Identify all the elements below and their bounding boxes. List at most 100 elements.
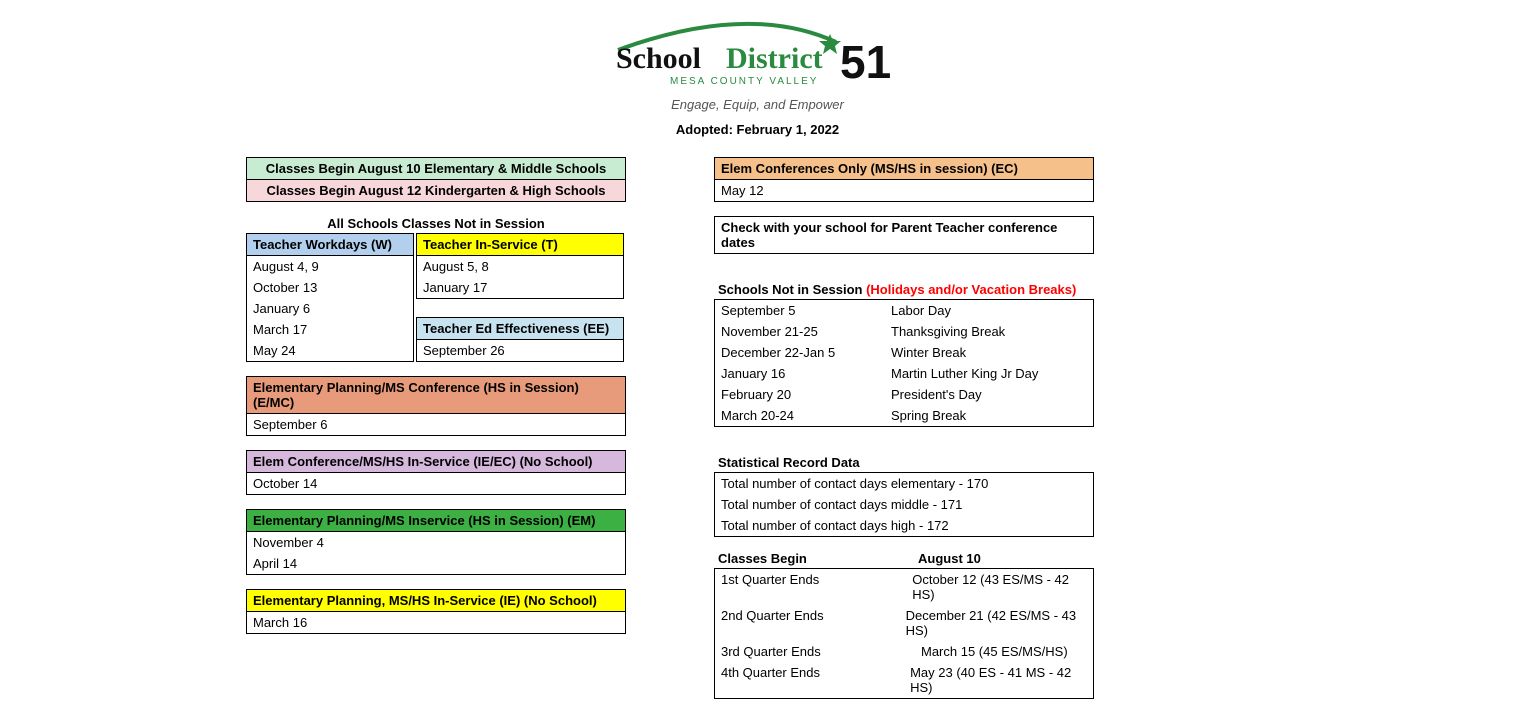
list-item: March 16 xyxy=(247,612,625,633)
ec-box: Elem Conferences Only (MS/HS in session)… xyxy=(714,157,1094,202)
svg-text:School: School xyxy=(616,42,701,75)
list-item: April 14 xyxy=(247,553,625,574)
classes-begin-1: Classes Begin August 10 Elementary & Mid… xyxy=(247,158,625,180)
ec-header: Elem Conferences Only (MS/HS in session)… xyxy=(715,158,1093,180)
holiday-name: Martin Luther King Jr Day xyxy=(891,366,1087,381)
emc-dates: September 6 xyxy=(247,414,625,435)
quarters-list: 1st Quarter EndsOctober 12 (43 ES/MS - 4… xyxy=(715,569,1093,698)
teacher-inservice-box: Teacher In-Service (T) August 5, 8Januar… xyxy=(416,233,624,299)
list-item: October 13 xyxy=(247,277,413,298)
list-item: October 14 xyxy=(247,473,625,494)
holiday-row: November 21-25Thanksgiving Break xyxy=(715,321,1093,342)
holiday-row: September 5Labor Day xyxy=(715,300,1093,321)
list-item: May 24 xyxy=(247,340,413,361)
quarter-label: 4th Quarter Ends xyxy=(721,665,910,695)
teacher-inservice-dates: August 5, 8January 17 xyxy=(417,256,623,298)
ieec-dates: October 14 xyxy=(247,473,625,494)
list-item: Total number of contact days middle - 17… xyxy=(715,494,1093,515)
right-column: Elem Conferences Only (MS/HS in session)… xyxy=(714,157,1094,699)
list-item: September 6 xyxy=(247,414,625,435)
not-in-session-title: All Schools Classes Not in Session xyxy=(246,216,626,231)
teacher-ee-dates: September 26 xyxy=(417,340,623,361)
list-item: January 17 xyxy=(417,277,623,298)
em-box: Elementary Planning/MS Inservice (HS in … xyxy=(246,509,626,575)
ie-box: Elementary Planning, MS/HS In-Service (I… xyxy=(246,589,626,634)
teacher-workdays-dates: August 4, 9October 13January 6March 17Ma… xyxy=(247,256,413,361)
list-item: May 12 xyxy=(715,180,1093,201)
holiday-date: November 21-25 xyxy=(721,324,891,339)
em-dates: November 4April 14 xyxy=(247,532,625,574)
holiday-name: President's Day xyxy=(891,387,1087,402)
stat-title: Statistical Record Data xyxy=(718,455,1094,470)
calendar-document: School District 51 MESA COUNTY VALLEY En… xyxy=(0,20,1515,699)
quarter-value: May 23 (40 ES - 41 MS - 42 HS) xyxy=(910,665,1087,695)
holiday-date: February 20 xyxy=(721,387,891,402)
em-header: Elementary Planning/MS Inservice (HS in … xyxy=(247,510,625,532)
list-item: Total number of contact days high - 172 xyxy=(715,515,1093,536)
holiday-date: December 22-Jan 5 xyxy=(721,345,891,360)
ie-header: Elementary Planning, MS/HS In-Service (I… xyxy=(247,590,625,612)
emc-header: Elementary Planning/MS Conference (HS in… xyxy=(247,377,625,414)
holiday-name: Spring Break xyxy=(891,408,1087,423)
holiday-name: Labor Day xyxy=(891,303,1087,318)
check-note-box: Check with your school for Parent Teache… xyxy=(714,216,1094,254)
district-logo-icon: School District 51 MESA COUNTY VALLEY xyxy=(598,20,918,96)
teacher-workdays-box: Teacher Workdays (W) August 4, 9October … xyxy=(246,233,414,362)
teacher-inservice-header: Teacher In-Service (T) xyxy=(417,234,623,256)
classes-begin-box: Classes Begin August 10 Elementary & Mid… xyxy=(246,157,626,202)
quarter-row: 4th Quarter EndsMay 23 (40 ES - 41 MS - … xyxy=(715,662,1093,698)
holidays-box: September 5Labor DayNovember 21-25Thanks… xyxy=(714,299,1094,427)
stats-list: Total number of contact days elementary … xyxy=(715,473,1093,536)
stats-box: Total number of contact days elementary … xyxy=(714,472,1094,537)
holiday-row: March 20-24Spring Break xyxy=(715,405,1093,426)
holidays-title-b: (Holidays and/or Vacation Breaks) xyxy=(866,282,1076,297)
list-item: August 5, 8 xyxy=(417,256,623,277)
content-columns: Classes Begin August 10 Elementary & Mid… xyxy=(0,157,1515,699)
quarters-header: Classes Begin August 10 xyxy=(714,551,1094,568)
teacher-workdays-header: Teacher Workdays (W) xyxy=(247,234,413,256)
ec-dates: May 12 xyxy=(715,180,1093,201)
holiday-date: January 16 xyxy=(721,366,891,381)
holiday-name: Winter Break xyxy=(891,345,1087,360)
quarter-label: 2nd Quarter Ends xyxy=(721,608,906,638)
holiday-row: February 20President's Day xyxy=(715,384,1093,405)
list-item: November 4 xyxy=(247,532,625,553)
holiday-date: September 5 xyxy=(721,303,891,318)
svg-text:MESA COUNTY VALLEY: MESA COUNTY VALLEY xyxy=(670,76,818,87)
quarter-row: 3rd Quarter EndsMarch 15 (45 ES/MS/HS) xyxy=(715,641,1093,662)
right-sub-column: Teacher In-Service (T) August 5, 8Januar… xyxy=(416,233,624,362)
list-item: August 4, 9 xyxy=(247,256,413,277)
quarters-header-left: Classes Begin xyxy=(718,551,918,566)
svg-text:51: 51 xyxy=(840,36,891,88)
emc-box: Elementary Planning/MS Conference (HS in… xyxy=(246,376,626,436)
holiday-row: January 16Martin Luther King Jr Day xyxy=(715,363,1093,384)
holidays-title: Schools Not in Session (Holidays and/or … xyxy=(718,282,1094,297)
holiday-name: Thanksgiving Break xyxy=(891,324,1087,339)
adopted-line: Adopted: February 1, 2022 xyxy=(0,122,1515,137)
quarter-row: 1st Quarter EndsOctober 12 (43 ES/MS - 4… xyxy=(715,569,1093,605)
holiday-date: March 20-24 xyxy=(721,408,891,423)
list-item: March 17 xyxy=(247,319,413,340)
list-item: Total number of contact days elementary … xyxy=(715,473,1093,494)
quarter-row: 2nd Quarter EndsDecember 21 (42 ES/MS - … xyxy=(715,605,1093,641)
holidays-list: September 5Labor DayNovember 21-25Thanks… xyxy=(715,300,1093,426)
quarter-value: October 12 (43 ES/MS - 42 HS) xyxy=(912,572,1087,602)
ie-dates: March 16 xyxy=(247,612,625,633)
check-note: Check with your school for Parent Teache… xyxy=(715,217,1093,253)
teacher-ee-header: Teacher Ed Effectiveness (EE) xyxy=(417,318,623,340)
logo-block: School District 51 MESA COUNTY VALLEY En… xyxy=(0,20,1515,112)
holiday-row: December 22-Jan 5Winter Break xyxy=(715,342,1093,363)
quarter-label: 1st Quarter Ends xyxy=(721,572,912,602)
list-item: January 6 xyxy=(247,298,413,319)
classes-begin-2: Classes Begin August 12 Kindergarten & H… xyxy=(247,180,625,201)
teacher-ee-box: Teacher Ed Effectiveness (EE) September … xyxy=(416,317,624,362)
list-item: September 26 xyxy=(417,340,623,361)
workday-inservice-row: Teacher Workdays (W) August 4, 9October … xyxy=(246,233,626,362)
quarters-box: 1st Quarter EndsOctober 12 (43 ES/MS - 4… xyxy=(714,568,1094,699)
ieec-box: Elem Conference/MS/HS In-Service (IE/EC)… xyxy=(246,450,626,495)
holidays-title-a: Schools Not in Session xyxy=(718,282,866,297)
left-column: Classes Begin August 10 Elementary & Mid… xyxy=(246,157,626,699)
quarter-value: December 21 (42 ES/MS - 43 HS) xyxy=(906,608,1087,638)
svg-text:District: District xyxy=(726,42,823,75)
logo-tagline: Engage, Equip, and Empower xyxy=(0,97,1515,112)
